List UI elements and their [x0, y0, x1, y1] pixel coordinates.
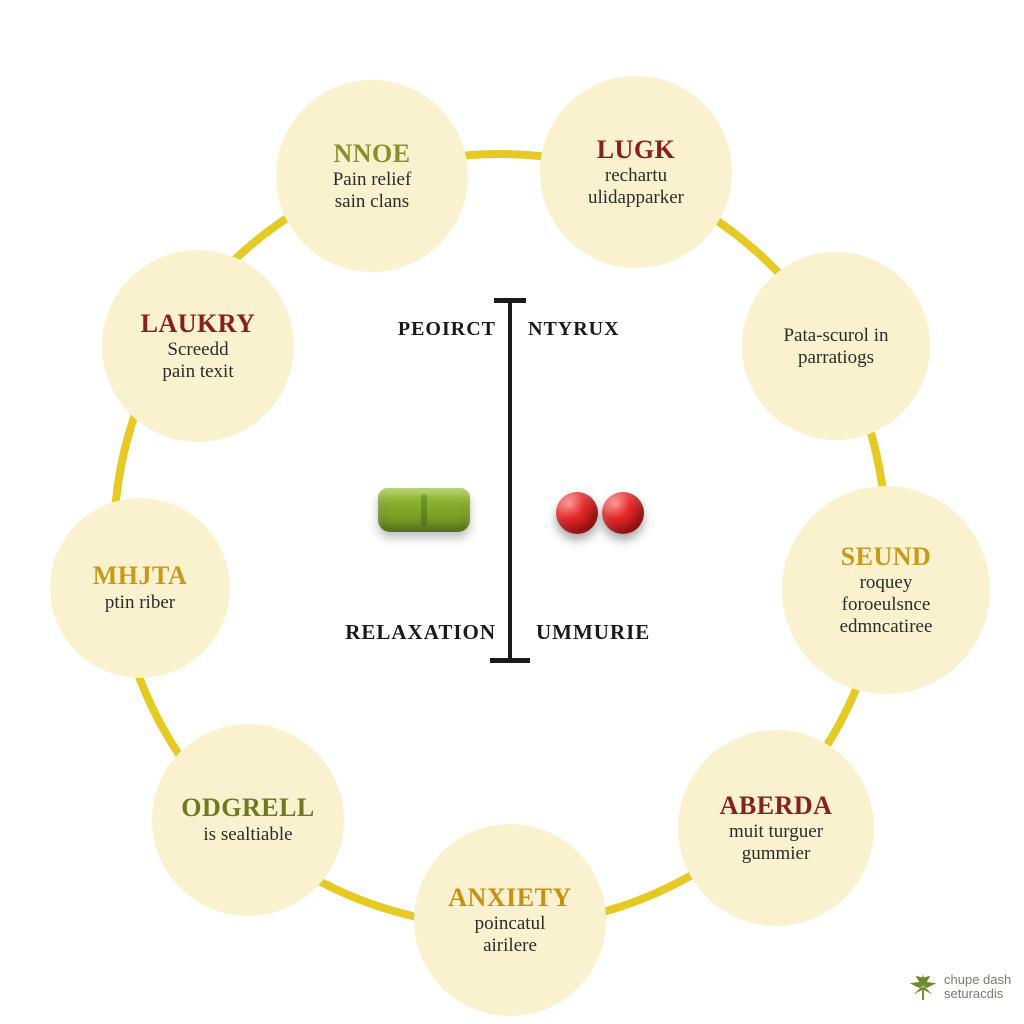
bubble-subtext: Screeddpain texit [162, 339, 233, 383]
center-label-top-right: NTYRUX [528, 318, 620, 341]
center-divider [508, 300, 512, 660]
divider-cap-top [494, 298, 526, 303]
bubble-title: LAUKRY [141, 310, 256, 337]
brand-logo: chupe dash seturacdis [908, 972, 1011, 1002]
bubble-title: ODGRELL [181, 794, 315, 821]
bubble-right2: Pata-scurol inparratiogs [742, 252, 930, 440]
green-gummy-icon [378, 488, 470, 532]
bubble-subtext: poincatulairilere [475, 913, 546, 957]
bubble-nnoe: NNOEPain reliefsain clans [276, 80, 468, 272]
bubble-subtext: is sealtiable [203, 824, 292, 846]
center-label-bottom-left: RELAXATION [316, 620, 496, 645]
bubble-subtext: Pata-scurol inparratiogs [783, 325, 888, 369]
bubble-title: ANXIETY [448, 884, 571, 911]
red-berry-icon [602, 492, 644, 534]
bubble-title: MHJTA [93, 562, 187, 589]
bubble-aberda: ABERDAmuit turguergummier [678, 730, 874, 926]
bubble-anxiety: ANXIETYpoincatulairilere [414, 824, 606, 1016]
bubble-lugk: LUGKrechartuulidapparker [540, 76, 732, 268]
brand-line-2: seturacdis [944, 987, 1011, 1001]
brand-logo-text: chupe dash seturacdis [944, 973, 1011, 1000]
bubble-subtext: ptin riber [105, 592, 175, 614]
center-label-top-left: PEOIRCT [386, 318, 496, 341]
divider-cap-bottom [490, 658, 530, 663]
red-berry-icon [556, 492, 598, 534]
bubble-seund: SEUNDroqueyforoeulsnceedmncatiree [782, 486, 990, 694]
bubble-title: NNOE [333, 140, 410, 167]
bubble-title: ABERDA [720, 792, 833, 819]
bubble-subtext: roqueyforoeulsnceedmncatiree [840, 572, 933, 638]
bubble-subtext: rechartuulidapparker [588, 165, 684, 209]
bubble-subtext: Pain reliefsain clans [333, 169, 412, 213]
bubble-subtext: muit turguergummier [729, 821, 823, 865]
leaf-icon [908, 972, 938, 1002]
bubble-odgrell: ODGRELL is sealtiable [152, 724, 344, 916]
brand-line-1: chupe dash [944, 973, 1011, 987]
infographic-stage: NNOEPain reliefsain clans LUGKrechartuuli… [0, 0, 1024, 1024]
bubble-title: SEUND [841, 543, 932, 570]
center-label-bottom-right: UMMURIE [536, 620, 650, 645]
bubble-title: LUGK [597, 136, 676, 163]
bubble-mhjta: MHJTA ptin riber [50, 498, 230, 678]
bubble-laukry: LAUKRYScreeddpain texit [102, 250, 294, 442]
